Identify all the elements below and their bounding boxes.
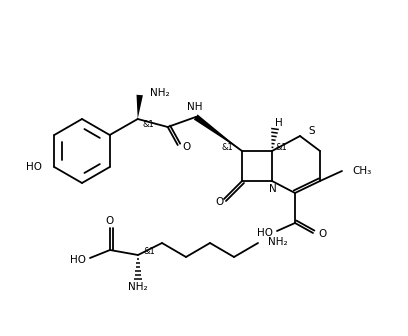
Text: NH₂: NH₂ <box>268 237 288 247</box>
Text: NH₂: NH₂ <box>150 88 169 98</box>
Text: HO: HO <box>70 255 86 265</box>
Text: &1: &1 <box>276 143 288 153</box>
Text: O: O <box>183 142 191 152</box>
Text: H: H <box>275 118 283 128</box>
Text: HO: HO <box>26 162 42 172</box>
Text: S: S <box>308 126 315 136</box>
Text: NH₂: NH₂ <box>128 282 148 292</box>
Text: HO: HO <box>257 228 273 238</box>
Text: CH₃: CH₃ <box>352 166 371 176</box>
Text: &1: &1 <box>143 120 155 129</box>
Text: &1: &1 <box>144 247 156 255</box>
Text: O: O <box>318 229 326 239</box>
Text: &1: &1 <box>221 143 233 153</box>
Text: N: N <box>269 184 277 194</box>
Text: O: O <box>215 197 223 207</box>
Text: NH: NH <box>187 102 202 112</box>
Polygon shape <box>137 95 143 119</box>
Polygon shape <box>194 115 242 151</box>
Text: O: O <box>106 216 114 226</box>
